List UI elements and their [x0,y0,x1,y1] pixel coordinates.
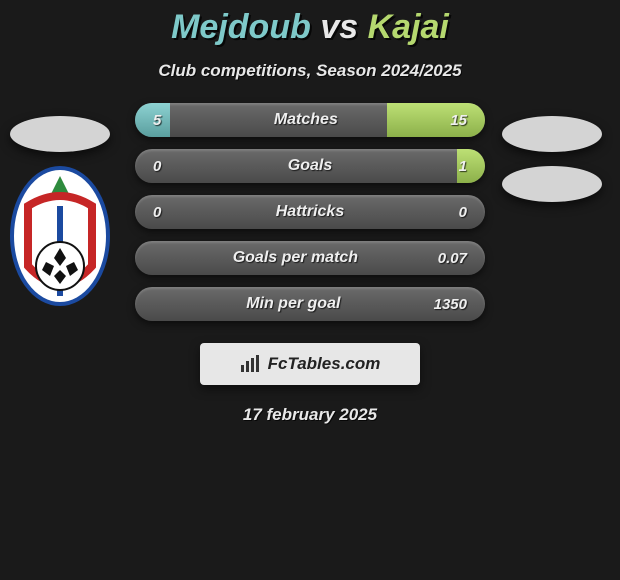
stat-row-matches: 5 Matches 15 [135,103,485,137]
date-label: 17 february 2025 [0,405,620,425]
stat-label: Hattricks [276,203,344,221]
player1-badges [10,116,110,306]
stats-list: 5 Matches 15 0 Goals 1 0 Hattricks 0 Goa… [135,103,485,321]
stat-row-goals: 0 Goals 1 [135,149,485,183]
chart-icon [240,355,262,373]
stat-right-value: 0 [459,204,467,221]
stat-left-value: 5 [153,112,161,129]
stat-right-value: 15 [450,112,467,129]
stat-label: Goals per match [233,249,358,267]
stat-right-fill [387,103,485,137]
player1-ellipse-icon [10,116,110,152]
stat-right-value: 1 [459,158,467,175]
player2-ellipse-icon-1 [502,116,602,152]
player2-name: Kajai [368,8,449,46]
stat-left-value: 0 [153,204,161,221]
stat-right-value: 1350 [434,296,467,313]
player1-club-crest-icon [10,166,110,306]
title: Mejdoub vs Kajai [0,8,620,47]
player1-name: Mejdoub [171,8,311,46]
stat-label: Matches [274,111,338,129]
player2-ellipse-icon-2 [502,166,602,202]
stat-row-mpg: Min per goal 1350 [135,287,485,321]
stat-left-value: 0 [153,158,161,175]
stat-label: Min per goal [246,295,340,313]
subtitle: Club competitions, Season 2024/2025 [0,61,620,81]
watermark-text: FcTables.com [268,354,381,374]
stat-right-value: 0.07 [438,250,467,267]
watermark: FcTables.com [200,343,420,385]
stat-row-gpm: Goals per match 0.07 [135,241,485,275]
comparison-card: Mejdoub vs Kajai Club competitions, Seas… [0,0,620,580]
player2-badges [502,116,602,202]
stat-label: Goals [288,157,332,175]
vs-label: vs [320,8,358,46]
stat-row-hattricks: 0 Hattricks 0 [135,195,485,229]
